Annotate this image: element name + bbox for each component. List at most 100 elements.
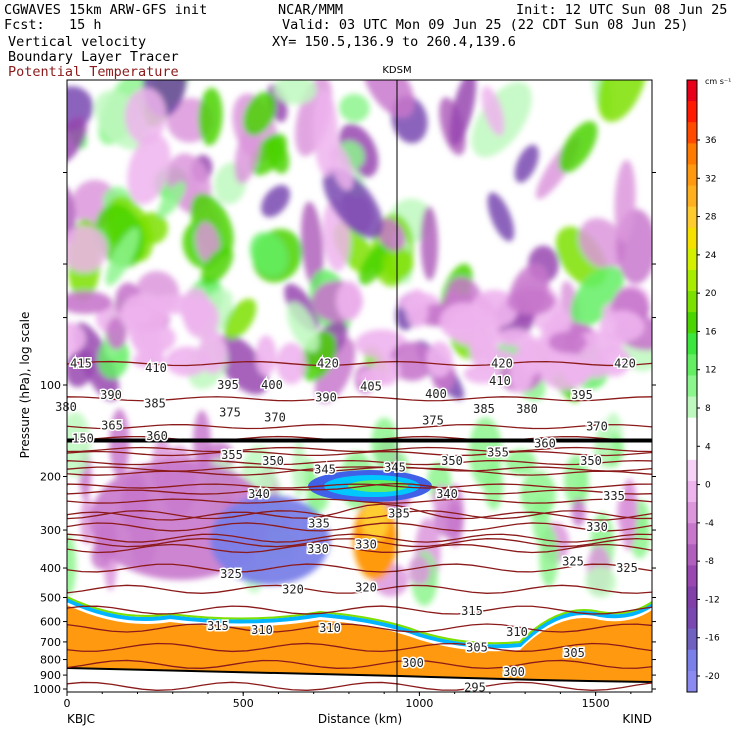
y-tick-label: 200 [40,471,61,484]
theta-label: 315 [207,619,229,633]
updraft-cell [249,232,287,276]
y-axis-label: Pressure (hPa), log scale [18,312,32,459]
downdraft-cell [109,408,130,478]
colorbar-label: 16 [705,327,717,337]
colorbar-swatch [687,248,697,271]
theta-label: 400 [261,378,283,392]
updraft-cell [201,246,234,285]
updraft-cell [484,462,504,510]
downdraft-cell [313,89,339,177]
colorbar-swatch [687,354,697,376]
theta-contour [67,459,652,466]
colorbar-swatch [687,312,697,334]
x-end-label-right: KIND [622,712,652,726]
theta-label: 340 [436,487,458,501]
downdraft-cell [315,337,356,404]
downdraft-cell [165,346,210,377]
downdraft-cell [550,309,572,336]
downdraft-cell [67,117,87,165]
updraft-cell [223,298,257,340]
downdraft-cell [449,80,477,147]
theta-label: 340 [248,487,270,501]
downdraft-cell [469,335,493,359]
theta-contour [67,563,652,573]
org-label: NCAR/MMM [278,2,344,18]
terrain-line [67,667,652,683]
theta-contours [67,360,652,691]
updraft-cell [286,301,320,353]
y-tick-label: 100 [40,379,61,392]
theta-label: 390 [315,391,337,405]
theta-label: 315 [461,604,483,618]
downdraft-cell [215,334,269,395]
downdraft-cell [596,345,631,377]
theta-contour [67,543,652,554]
colorbar-swatch [687,649,697,672]
colorbar-swatch [687,459,697,482]
downdraft-cell [420,206,439,281]
downdraft-cell [255,335,277,377]
theta-label: 355 [487,446,509,460]
updraft-cell [358,241,392,285]
downdraft-cell [495,328,534,348]
colorbar-label: -20 [705,672,720,682]
downdraft-cell [362,80,415,118]
colorbar-swatch [687,565,697,587]
downdraft-cell [261,185,291,218]
colorbar-swatch [687,586,697,609]
x-tick-label: 1500 [582,697,610,710]
plot-frame [66,79,653,693]
theta-contour [67,446,652,453]
theta-label: 305 [563,646,585,660]
theta-label: 300 [402,656,424,670]
colorbar-label: -4 [705,519,714,529]
downdraft-cell [614,159,636,243]
theta-contour [67,466,652,472]
y-tick-label: 300 [40,524,61,537]
colorbar-label: 28 [705,213,717,223]
theta-label: 410 [489,374,511,388]
updraft-cell [597,80,648,122]
downdraft-cell [470,289,519,328]
theta-label: 325 [562,554,584,568]
theta-label: 420 [614,357,636,371]
colorbar-label: -8 [705,557,714,567]
theta-label: 330 [355,538,377,552]
theta-label: 345 [384,461,406,475]
theta-label: 385 [144,396,166,410]
theta-label: 335 [308,517,330,531]
theta-label: 395 [571,388,593,402]
theta-label: 360 [146,429,168,443]
theta-contour [67,396,652,402]
theta-label: 410 [145,361,167,375]
downdraft-cell [463,364,502,384]
updraft-cell [339,93,370,123]
theta-contour [67,510,652,520]
downdraft-cell [181,287,211,332]
y-tick-label: 1000 [33,683,61,696]
colorbar-label: 4 [705,442,711,452]
updraft-cell [266,136,290,174]
colorbar-swatch [687,628,697,651]
updraft-cell [158,181,186,217]
updraft-cell [570,266,624,327]
updraft-cell [67,534,77,596]
downdraft-cell [234,121,261,184]
tracer-blob-inner [348,480,408,493]
colorbar-swatch [687,206,697,229]
theta-label: 350 [441,454,463,468]
forecast-hour: Fcst: 15 h [4,17,102,33]
strong-updraft-core [361,498,389,542]
colorbar-swatch [687,417,697,440]
field-theta: Potential Temperature [8,64,179,80]
colorbar-swatch [687,502,697,524]
y-tick-label: 600 [40,616,61,629]
downdraft-cell [67,290,113,314]
init-time: Init: 12 UTC Sun 08 Jun 25 [516,2,728,18]
theta-contour [67,681,652,691]
y-tick-label: 400 [40,562,61,575]
theta-label: 310 [319,621,341,635]
updraft-cell [273,80,317,105]
theta-label: 405 [360,379,382,393]
